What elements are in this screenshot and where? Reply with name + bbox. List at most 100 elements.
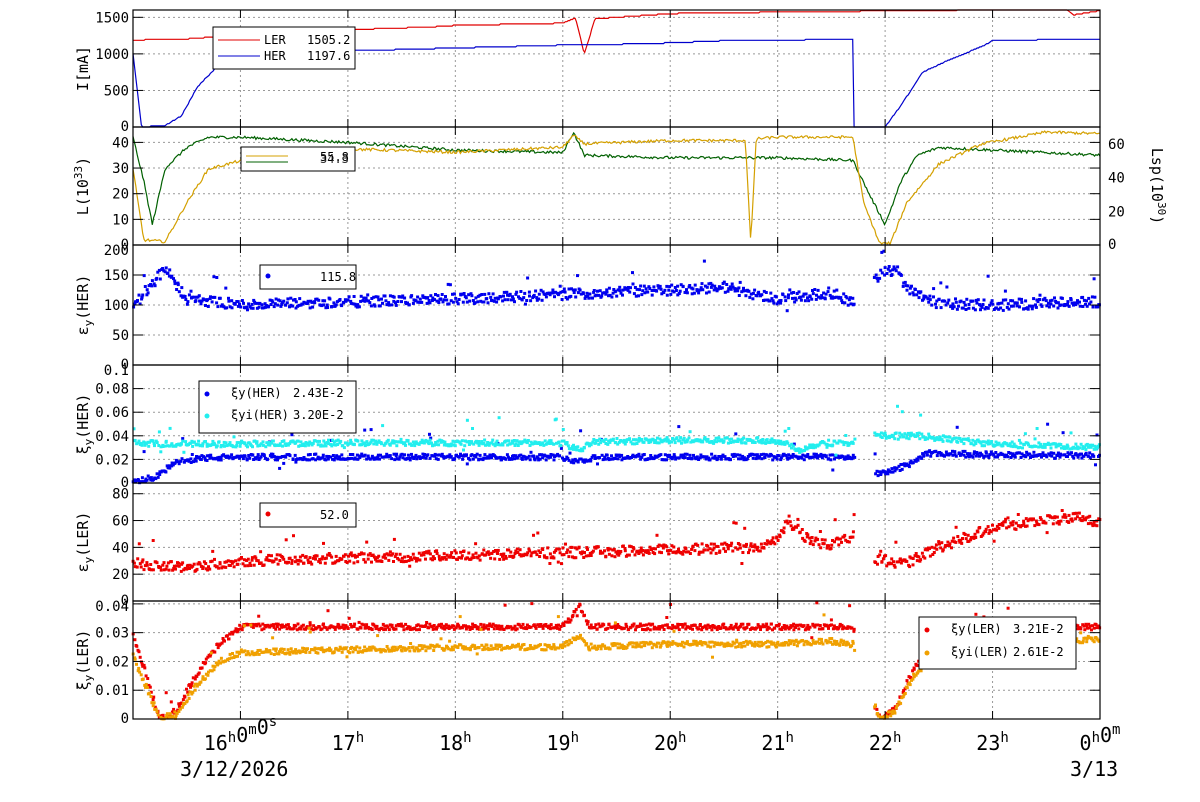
series-emittance_her-0-point [591,297,594,300]
series-emittance_ler-0-point [224,566,227,569]
series-emittance_her-0-point [608,287,611,290]
series-tune_shift_ler-0-point [404,623,407,626]
series-emittance_her-0-point [239,306,242,309]
series-tune_shift_her-1-point [435,443,438,446]
series-emittance_ler-0-point [894,566,897,569]
series-emittance_her-0-point [437,294,440,297]
series-tune_shift_her-1-point [501,444,504,447]
series-emittance_her-0-point [928,295,931,298]
series-emittance_ler-0-point [1064,516,1067,519]
series-emittance_ler-0-point [243,564,246,567]
series-emittance_ler-0-point [740,562,743,565]
series-emittance_ler-0-point [991,524,994,527]
series-emittance_her-0-point [559,285,562,288]
series-emittance_her-0-point [439,297,442,300]
series-tune_shift_ler-1-point [451,646,454,649]
series-tune_shift_ler-0-point [643,624,646,627]
series-emittance_her-0-point [295,300,298,303]
series-emittance_her-0-point [525,299,528,302]
series-tune_shift_ler-0-point [143,666,146,669]
series-emittance_ler-0-point [263,564,266,567]
series-tune_shift_her-1-point [1019,442,1022,445]
series-tune_shift_her-0-point [601,454,604,457]
series-emittance_her-0-point [1012,305,1015,308]
series-tune_shift_ler-0-point [170,700,173,703]
series-emittance_her-0-point [370,304,373,307]
series-tune_shift_ler-0-point [418,628,421,631]
series-emittance_ler-0-point [748,548,751,551]
series-emittance_her-0-point [576,274,579,277]
series-tune_shift_her-0-point [206,459,209,462]
series-emittance_her-0-point [633,292,636,295]
series-tune_shift_her-0-point [964,456,967,459]
series-tune_shift_ler-1-point [563,645,566,648]
series-tune_shift_her-0-point [521,458,524,461]
series-tune_shift_her-1-point [322,445,325,448]
series-tune_shift_her-1-point [339,440,342,443]
series-emittance_ler-0-point [715,552,718,555]
ytick-current: 1000 [95,47,129,63]
series-emittance_her-0-point [1053,296,1056,299]
series-emittance_her-0-point [706,286,709,289]
series-tune_shift_her-0-point [350,457,353,460]
series-tune_shift_her-1-point [583,446,586,449]
series-tune_shift_her-0-point [251,453,254,456]
series-tune_shift_her-0-point [620,454,623,457]
series-tune_shift_her-0-point [825,454,828,457]
series-tune_shift_her-1-point [810,446,813,449]
series-emittance_ler-0-point [322,542,325,545]
series-emittance_ler-0-point [586,548,589,551]
series-emittance_her-0-point [632,283,635,286]
series-emittance_her-0-point [310,301,313,304]
series-tune_shift_ler-1-point [363,646,366,649]
series-emittance_ler-0-point [516,548,519,551]
series-tune_shift_ler-1-point [456,646,459,649]
series-tune_shift_her-1-point [1078,446,1081,449]
series-emittance_her-0-point [900,274,903,277]
series-emittance_her-0-point [974,308,977,311]
series-emittance_ler-0-point [561,546,564,549]
series-tune_shift_her-1-point [974,442,977,445]
series-emittance_her-0-point [368,301,371,304]
series-emittance_her-0-point [476,300,479,303]
series-emittance_ler-0-point [881,560,884,563]
series-tune_shift_ler-1-point [135,663,138,666]
series-tune_shift_her-0-point [752,457,755,460]
series-tune_shift_her-1-point [147,445,150,448]
series-tune_shift_her-0-point [760,457,763,460]
series-emittance_her-0-point [458,298,461,301]
series-tune_shift_her-0-point [406,457,409,460]
series-emittance_her-0-point [470,294,473,297]
series-emittance_ler-0-point [363,552,366,555]
series-tune_shift_ler-0-point [322,623,325,626]
series-emittance_her-0-point [769,292,772,295]
series-emittance_ler-0-point [628,554,631,557]
series-emittance_ler-0-point [461,554,464,557]
series-emittance_ler-0-point [302,562,305,565]
series-tune_shift_her-0-point [598,456,601,459]
series-tune_shift_her-1-point [372,442,375,445]
series-emittance_ler-0-point [837,543,840,546]
series-emittance_her-0-point [772,302,775,305]
series-tune_shift_her-0-point [659,453,662,456]
series-emittance_her-0-point [348,295,351,298]
series-emittance_her-0-point [791,297,794,300]
series-tune_shift_ler-0-point [974,613,977,616]
series-emittance_ler-0-point [479,559,482,562]
series-tune_shift_her-0-point [853,456,856,459]
series-tune_shift_her-0-point [690,457,693,460]
series-tune_shift_ler-0-point [191,681,194,684]
series-emittance_ler-0-point [840,541,843,544]
series-emittance_ler-0-point [948,542,951,545]
series-emittance_her-0-point [962,307,965,310]
series-tune_shift_ler-0-point [730,624,733,627]
series-emittance_her-0-point [144,285,147,288]
series-tune_shift_her-0-point [363,429,366,432]
series-emittance_her-0-point [453,292,456,295]
series-emittance_ler-0-point [181,561,184,564]
series-emittance_ler-0-point [783,527,786,530]
series-emittance_her-0-point [252,307,255,310]
series-emittance_her-0-point [1032,297,1035,300]
series-emittance_ler-0-point [741,551,744,554]
series-emittance_ler-0-point [393,538,396,541]
